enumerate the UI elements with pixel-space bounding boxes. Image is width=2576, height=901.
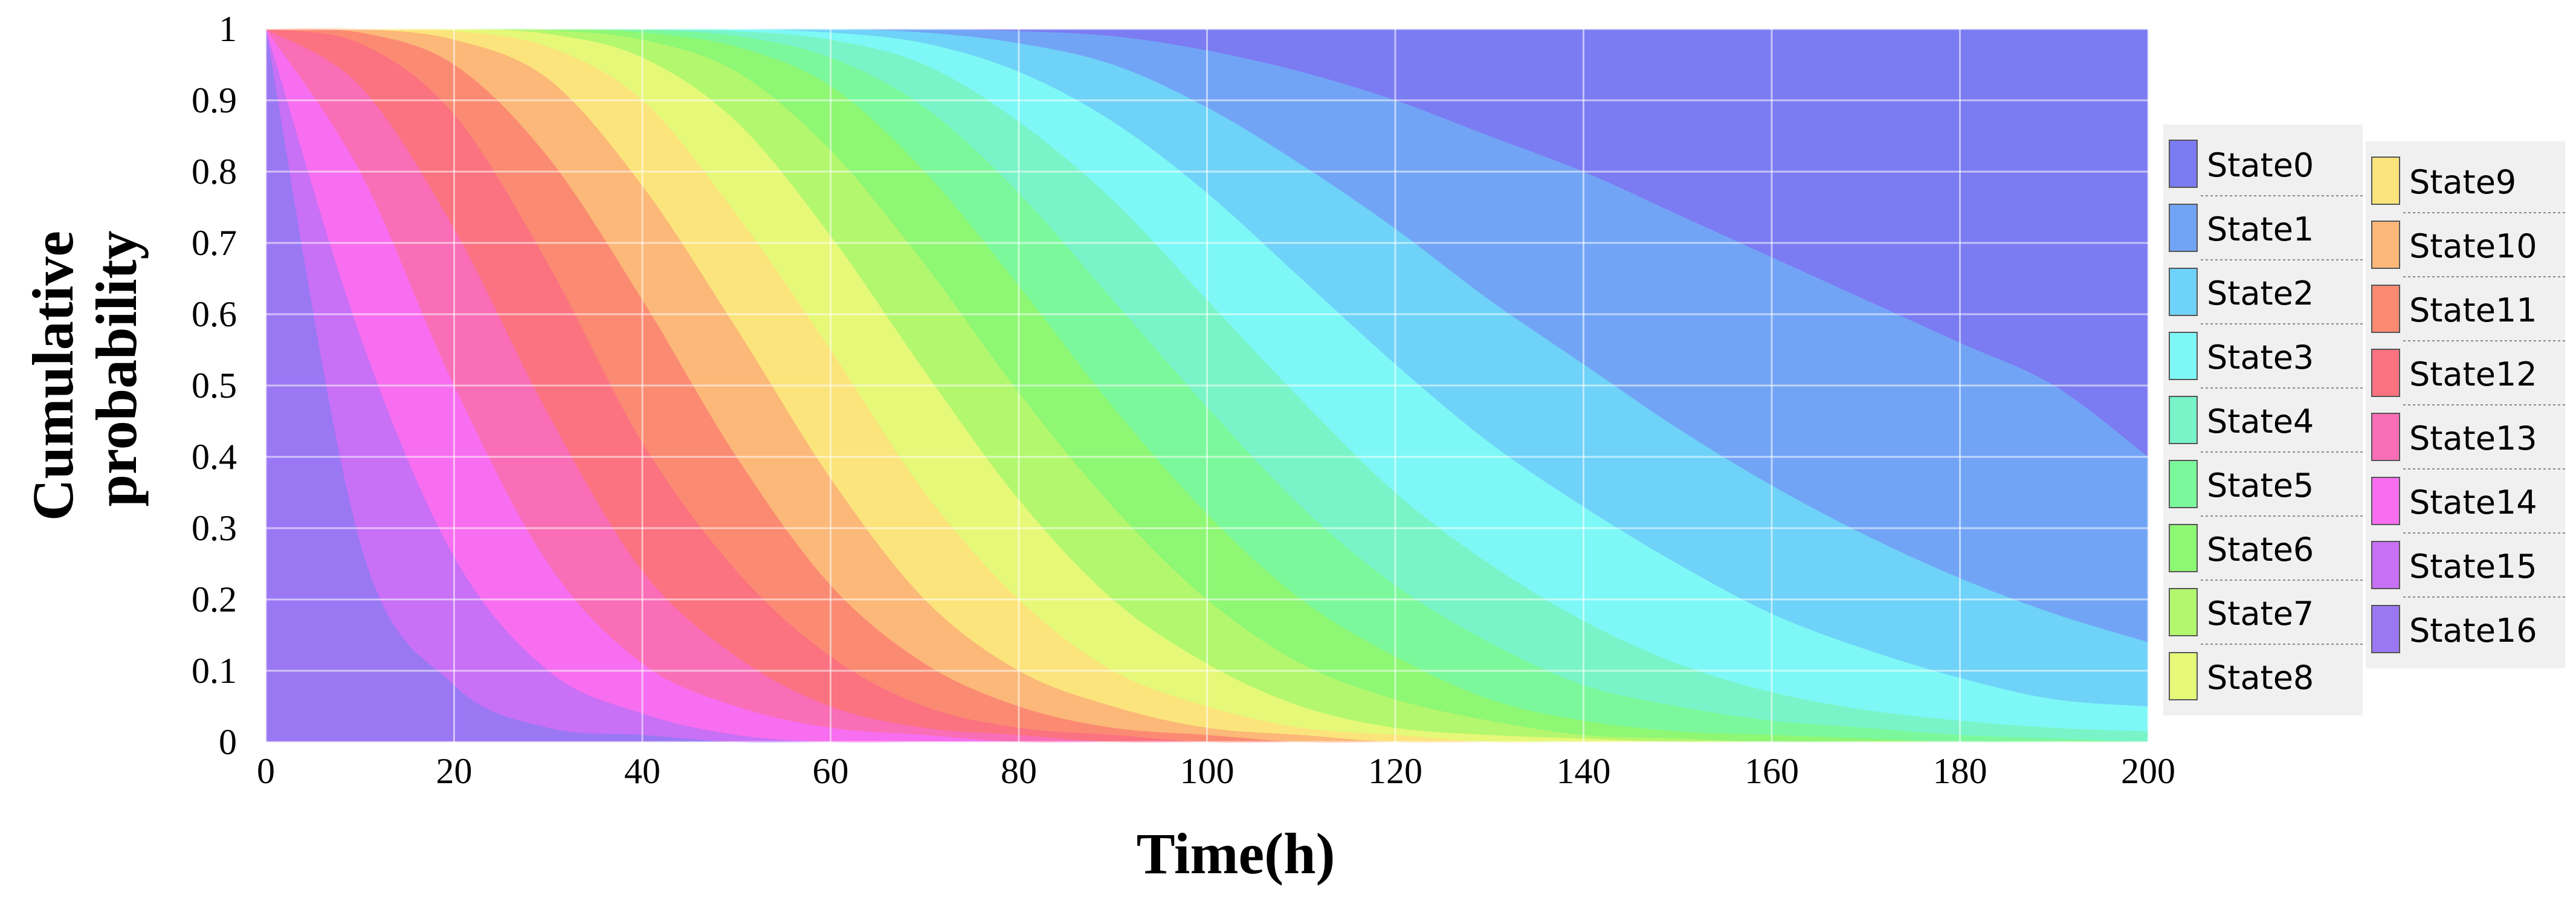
legend-label-state1: State1 xyxy=(2207,210,2314,248)
tick-labels: 0 20 40 60 80 100 120 140 160 180 200 0 0.1 0.2 0.3 0.4… xyxy=(192,9,2175,791)
legend-swatch-state5 xyxy=(2169,460,2198,508)
legend-label-state2: State2 xyxy=(2207,274,2314,312)
legend-swatch-state14 xyxy=(2371,477,2400,525)
x-tick-label: 80 xyxy=(1001,751,1037,791)
x-tick-label: 120 xyxy=(1368,751,1422,791)
x-tick-label: 160 xyxy=(1745,751,1799,791)
legend: State0 State1 State2 State3 State4 State5 Stat… xyxy=(2163,124,2565,715)
legend-label-state4: State4 xyxy=(2207,402,2314,441)
y-tick-label: 0.6 xyxy=(192,294,237,334)
y-tick-label: 0.2 xyxy=(192,580,237,619)
legend-swatch-state10 xyxy=(2371,221,2400,269)
x-tick-label: 200 xyxy=(2121,751,2175,791)
legend-label-state0: State0 xyxy=(2207,146,2314,184)
legend-swatch-state0 xyxy=(2169,140,2198,188)
x-tick-label: 140 xyxy=(1557,751,1611,791)
legend-swatch-state15 xyxy=(2371,541,2400,589)
y-tick-label: 0.7 xyxy=(192,223,237,263)
y-tick-label: 0.3 xyxy=(192,508,237,548)
y-axis-title-line-2: probability xyxy=(84,230,149,506)
legend-swatch-state11 xyxy=(2371,285,2400,333)
legend-swatch-state12 xyxy=(2371,349,2400,397)
y-axis-title-line-1: Cumulative xyxy=(21,231,85,521)
legend-label-state7: State7 xyxy=(2207,595,2314,633)
x-tick-label: 180 xyxy=(1933,751,1987,791)
legend-swatch-state7 xyxy=(2169,588,2198,636)
y-tick-label: 0.5 xyxy=(192,366,237,405)
y-tick-label: 1 xyxy=(219,9,237,49)
legend-label-state16: State16 xyxy=(2409,612,2537,650)
y-tick-label: 0 xyxy=(219,722,237,762)
x-axis-title: Time(h) xyxy=(1137,821,1335,886)
legend-label-state9: State9 xyxy=(2409,163,2516,201)
gridlines xyxy=(265,28,2149,743)
area-state11 xyxy=(266,28,2148,743)
legend-label-state6: State6 xyxy=(2207,531,2314,569)
legend-label-state5: State5 xyxy=(2207,467,2314,505)
x-tick-label: 60 xyxy=(813,751,849,791)
x-tick-label: 40 xyxy=(624,751,660,791)
legend-label-state13: State13 xyxy=(2409,419,2537,457)
legend-label-state12: State12 xyxy=(2409,355,2537,393)
y-tick-label: 0.9 xyxy=(192,80,237,120)
legend-swatch-state8 xyxy=(2169,652,2198,700)
legend-label-state15: State15 xyxy=(2409,547,2537,586)
y-tick-label: 0.1 xyxy=(192,651,237,691)
legend-swatch-state4 xyxy=(2169,396,2198,444)
legend-swatch-state1 xyxy=(2169,204,2198,252)
y-tick-label: 0.4 xyxy=(192,437,237,477)
legend-label-state11: State11 xyxy=(2409,291,2537,329)
legend-swatch-state16 xyxy=(2371,605,2400,653)
x-tick-label: 100 xyxy=(1180,751,1235,791)
legend-swatch-state3 xyxy=(2169,332,2198,380)
x-tick-label: 0 xyxy=(257,751,275,791)
legend-swatch-state9 xyxy=(2371,157,2400,205)
y-tick-label: 0.8 xyxy=(192,152,237,192)
y-axis-title: Cumulative probability xyxy=(21,216,149,521)
legend-swatch-state13 xyxy=(2371,413,2400,461)
legend-label-state14: State14 xyxy=(2409,483,2537,522)
legend-label-state8: State8 xyxy=(2207,659,2314,697)
legend-label-state3: State3 xyxy=(2207,338,2314,376)
legend-label-state10: State10 xyxy=(2409,227,2537,265)
x-tick-label: 20 xyxy=(436,751,473,791)
legend-swatch-state6 xyxy=(2169,524,2198,572)
legend-swatch-state2 xyxy=(2169,268,2198,316)
